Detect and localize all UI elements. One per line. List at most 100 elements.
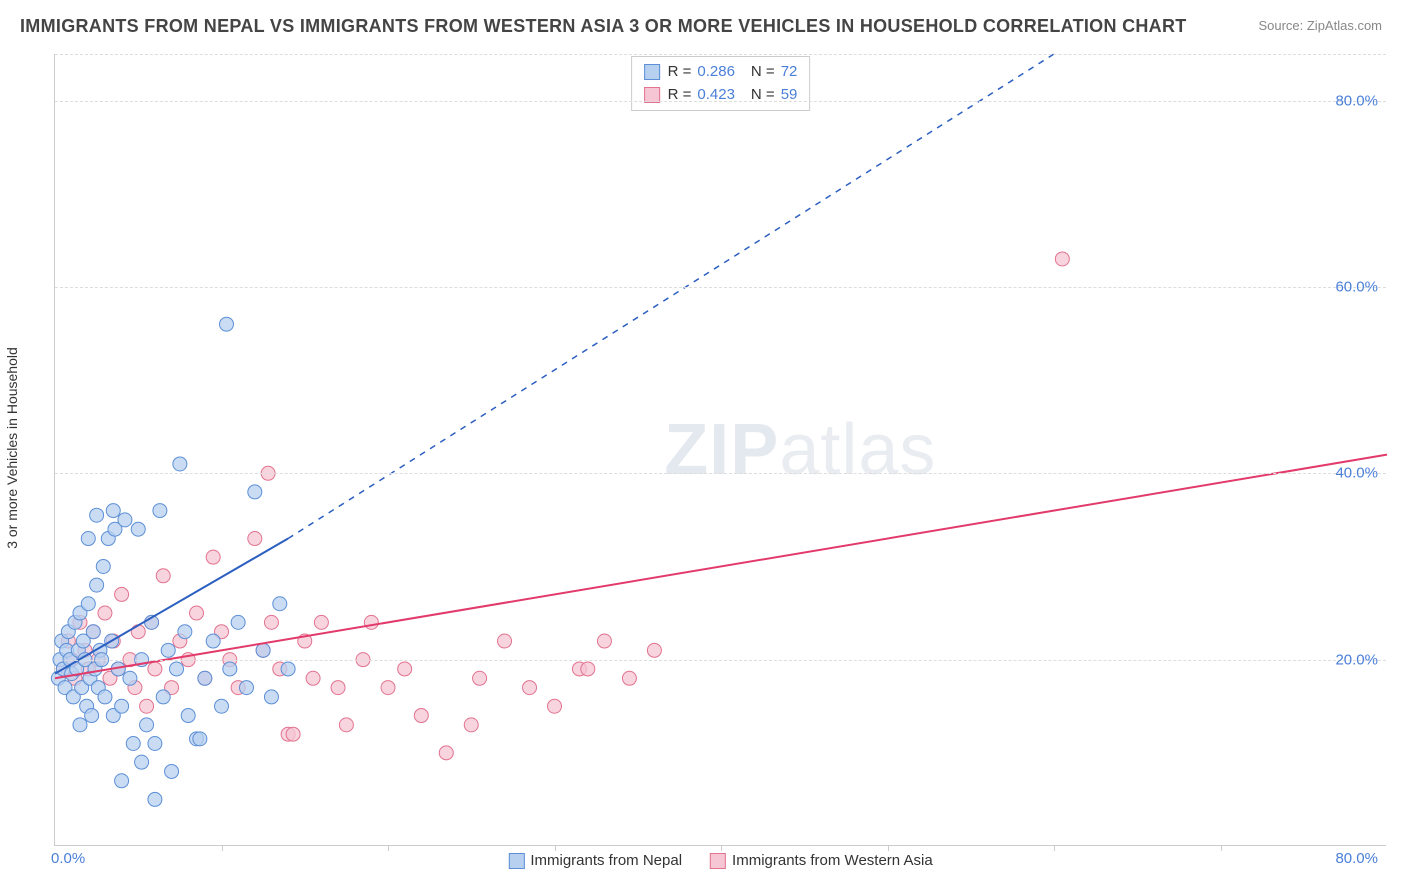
scatter-point — [219, 317, 233, 331]
x-tick — [888, 845, 889, 851]
scatter-point — [339, 718, 353, 732]
scatter-point — [231, 615, 245, 629]
scatter-point — [193, 732, 207, 746]
scatter-point — [135, 755, 149, 769]
x-tick — [222, 845, 223, 851]
scatter-point — [131, 625, 145, 639]
scatter-point — [153, 504, 167, 518]
scatter-point — [131, 522, 145, 536]
gridline-h — [55, 660, 1386, 661]
scatter-point — [115, 699, 129, 713]
scatter-point — [464, 718, 478, 732]
scatter-point — [73, 718, 87, 732]
scatter-point — [281, 662, 295, 676]
legend-label-nepal: Immigrants from Nepal — [530, 852, 682, 869]
scatter-point — [165, 764, 179, 778]
scatter-point — [286, 727, 300, 741]
scatter-point — [622, 671, 636, 685]
scatter-point — [118, 513, 132, 527]
swatch-wasia-2 — [710, 853, 726, 869]
scatter-point — [156, 569, 170, 583]
scatter-point — [198, 671, 212, 685]
scatter-point — [248, 532, 262, 546]
scatter-point — [156, 690, 170, 704]
scatter-point — [85, 709, 99, 723]
x-tick — [721, 845, 722, 851]
scatter-point — [215, 699, 229, 713]
y-tick-label: 60.0% — [1335, 278, 1378, 295]
series-legend: Immigrants from Nepal Immigrants from We… — [508, 852, 932, 869]
scatter-point — [331, 681, 345, 695]
scatter-point — [264, 615, 278, 629]
scatter-point — [206, 550, 220, 564]
scatter-point — [523, 681, 537, 695]
scatter-point — [223, 662, 237, 676]
scatter-point — [98, 690, 112, 704]
x-tick — [1054, 845, 1055, 851]
scatter-point — [264, 690, 278, 704]
scatter-point — [173, 457, 187, 471]
scatter-point — [398, 662, 412, 676]
scatter-point — [306, 671, 320, 685]
scatter-point — [140, 718, 154, 732]
scatter-point — [498, 634, 512, 648]
x-origin-label: 0.0% — [51, 850, 85, 867]
scatter-point — [439, 746, 453, 760]
plot-area: ZIPatlas R = 0.286 N = 72 R = 0.423 N = … — [54, 54, 1386, 846]
chart-title: IMMIGRANTS FROM NEPAL VS IMMIGRANTS FROM… — [20, 16, 1187, 37]
scatter-point — [81, 597, 95, 611]
scatter-point — [256, 643, 270, 657]
y-tick-label: 80.0% — [1335, 92, 1378, 109]
scatter-point — [248, 485, 262, 499]
scatter-point — [273, 597, 287, 611]
scatter-point — [206, 634, 220, 648]
scatter-point — [98, 606, 112, 620]
scatter-point — [178, 625, 192, 639]
scatter-point — [86, 625, 100, 639]
swatch-nepal-2 — [508, 853, 524, 869]
gridline-h — [55, 287, 1386, 288]
x-tick — [555, 845, 556, 851]
scatter-point — [647, 643, 661, 657]
scatter-point — [126, 737, 140, 751]
scatter-point — [190, 606, 204, 620]
scatter-point — [148, 737, 162, 751]
scatter-point — [148, 662, 162, 676]
scatter-point — [1055, 252, 1069, 266]
scatter-point — [81, 532, 95, 546]
scatter-point — [597, 634, 611, 648]
scatter-point — [170, 662, 184, 676]
scatter-point — [364, 615, 378, 629]
scatter-point — [381, 681, 395, 695]
scatter-point — [90, 508, 104, 522]
scatter-point — [115, 587, 129, 601]
scatter-point — [239, 681, 253, 695]
scatter-point — [581, 662, 595, 676]
scatter-point — [181, 709, 195, 723]
y-axis-label: 3 or more Vehicles in Household — [4, 347, 20, 549]
legend-label-wasia: Immigrants from Western Asia — [732, 852, 933, 869]
x-max-label: 80.0% — [1335, 850, 1378, 867]
scatter-point — [90, 578, 104, 592]
scatter-point — [96, 559, 110, 573]
scatter-point — [161, 643, 175, 657]
scatter-point — [106, 504, 120, 518]
source-label: Source: ZipAtlas.com — [1258, 18, 1382, 33]
x-tick — [1221, 845, 1222, 851]
y-tick-label: 40.0% — [1335, 465, 1378, 482]
scatter-point — [414, 709, 428, 723]
gridline-h — [55, 473, 1386, 474]
gridline-h — [55, 54, 1386, 55]
scatter-point — [314, 615, 328, 629]
x-tick — [388, 845, 389, 851]
regression-line — [288, 54, 1054, 539]
legend-item-wasia: Immigrants from Western Asia — [710, 852, 933, 869]
legend-item-nepal: Immigrants from Nepal — [508, 852, 682, 869]
scatter-point — [115, 774, 129, 788]
scatter-point — [548, 699, 562, 713]
scatter-point — [148, 792, 162, 806]
scatter-point — [140, 699, 154, 713]
scatter-point — [473, 671, 487, 685]
y-tick-label: 20.0% — [1335, 651, 1378, 668]
scatter-point — [123, 671, 137, 685]
